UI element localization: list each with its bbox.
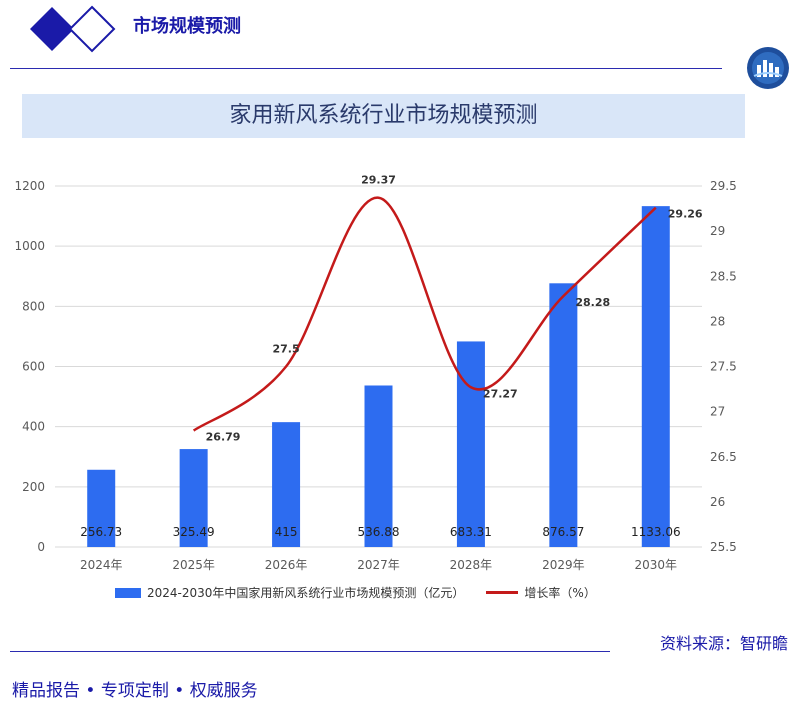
line-data-label: 28.28	[575, 296, 610, 309]
y-right-tick-label: 27.5	[710, 360, 737, 374]
bar-data-label: 876.57	[542, 525, 584, 539]
footer-separator: •	[85, 681, 101, 701]
x-tick-label: 2029年	[542, 558, 585, 572]
y-left-tick-label: 400	[22, 420, 45, 434]
line-data-label: 27.27	[483, 387, 518, 400]
x-tick-label: 2025年	[172, 558, 215, 572]
bar-data-label: 536.88	[358, 525, 400, 539]
chart-title-banner: 家用新风系统行业市场规模预测	[22, 94, 745, 138]
y-left-tick-label: 200	[22, 480, 45, 494]
bar	[456, 341, 485, 547]
footer-item-3: 权威服务	[189, 681, 258, 701]
footer-item-2: 专项定制	[100, 681, 169, 701]
bar-data-label: 256.73	[80, 525, 122, 539]
y-right-tick-label: 29	[710, 224, 725, 238]
legend-line-swatch	[486, 591, 519, 594]
y-left-tick-label: 0	[37, 540, 45, 554]
y-left-tick-label: 600	[22, 360, 45, 374]
y-left-tick-label: 800	[22, 299, 45, 313]
bar-data-label: 325.49	[173, 525, 215, 539]
logo-diamonds-icon	[30, 5, 116, 53]
footer-divider	[10, 651, 610, 652]
brand-logo-icon	[747, 47, 789, 89]
line-data-label: 29.37	[361, 174, 396, 187]
legend-bar-label: 2024-2030年中国家用新风系统行业市场规模预测（亿元）	[147, 586, 465, 600]
x-tick-label: 2030年	[635, 558, 678, 572]
y-right-tick-label: 26	[710, 495, 725, 509]
chart-title: 家用新风系统行业市场规模预测	[229, 103, 538, 128]
y-right-tick-label: 28.5	[710, 269, 737, 283]
bar	[549, 283, 578, 547]
bar-data-label: 415	[275, 525, 298, 539]
x-tick-label: 2028年	[450, 558, 493, 572]
bar-data-label: 1133.06	[631, 525, 681, 539]
header-title: 市场规模预测	[133, 16, 241, 37]
combo-chart: 0 200 400 600 800 1000 1200 25.5 26 26.5 27 27.5 28 2…	[14, 174, 737, 572]
growth-rate-line	[192, 196, 657, 432]
x-tick-label: 2026年	[265, 558, 308, 572]
y-right-tick-label: 25.5	[710, 540, 737, 554]
footer-separator: •	[174, 681, 190, 701]
y-left-tick-label: 1000	[14, 239, 45, 253]
footer-tagline: 精品报告 • 专项定制 • 权威服务	[12, 676, 258, 701]
bar	[364, 385, 393, 547]
line-data-label: 29.26	[668, 208, 703, 221]
y-left-tick-label: 1200	[14, 179, 45, 193]
y-right-tick-label: 26.5	[710, 450, 737, 464]
line-data-label: 27.5	[273, 343, 300, 356]
y-right-tick-label: 28	[710, 314, 725, 328]
bar-data-label: 683.31	[450, 525, 492, 539]
source-text: 资料来源：智研瞻	[659, 634, 788, 653]
y-right-tick-label: 27	[710, 405, 725, 419]
bar	[272, 422, 301, 547]
footer-item-1: 精品报告	[12, 681, 80, 701]
x-tick-label: 2024年	[80, 558, 123, 572]
chart-legend: 2024-2030年中国家用新风系统行业市场规模预测（亿元） 增长率（%）	[115, 584, 596, 601]
line-data-label: 26.79	[206, 431, 241, 444]
bar	[87, 469, 116, 547]
x-tick-label: 2027年	[357, 558, 400, 572]
y-right-tick-label: 29.5	[710, 179, 737, 193]
legend-line-label: 增长率（%）	[524, 586, 596, 600]
header-divider	[10, 68, 722, 69]
bar	[641, 206, 670, 547]
legend-bar-swatch	[115, 587, 141, 598]
bar	[179, 449, 208, 547]
